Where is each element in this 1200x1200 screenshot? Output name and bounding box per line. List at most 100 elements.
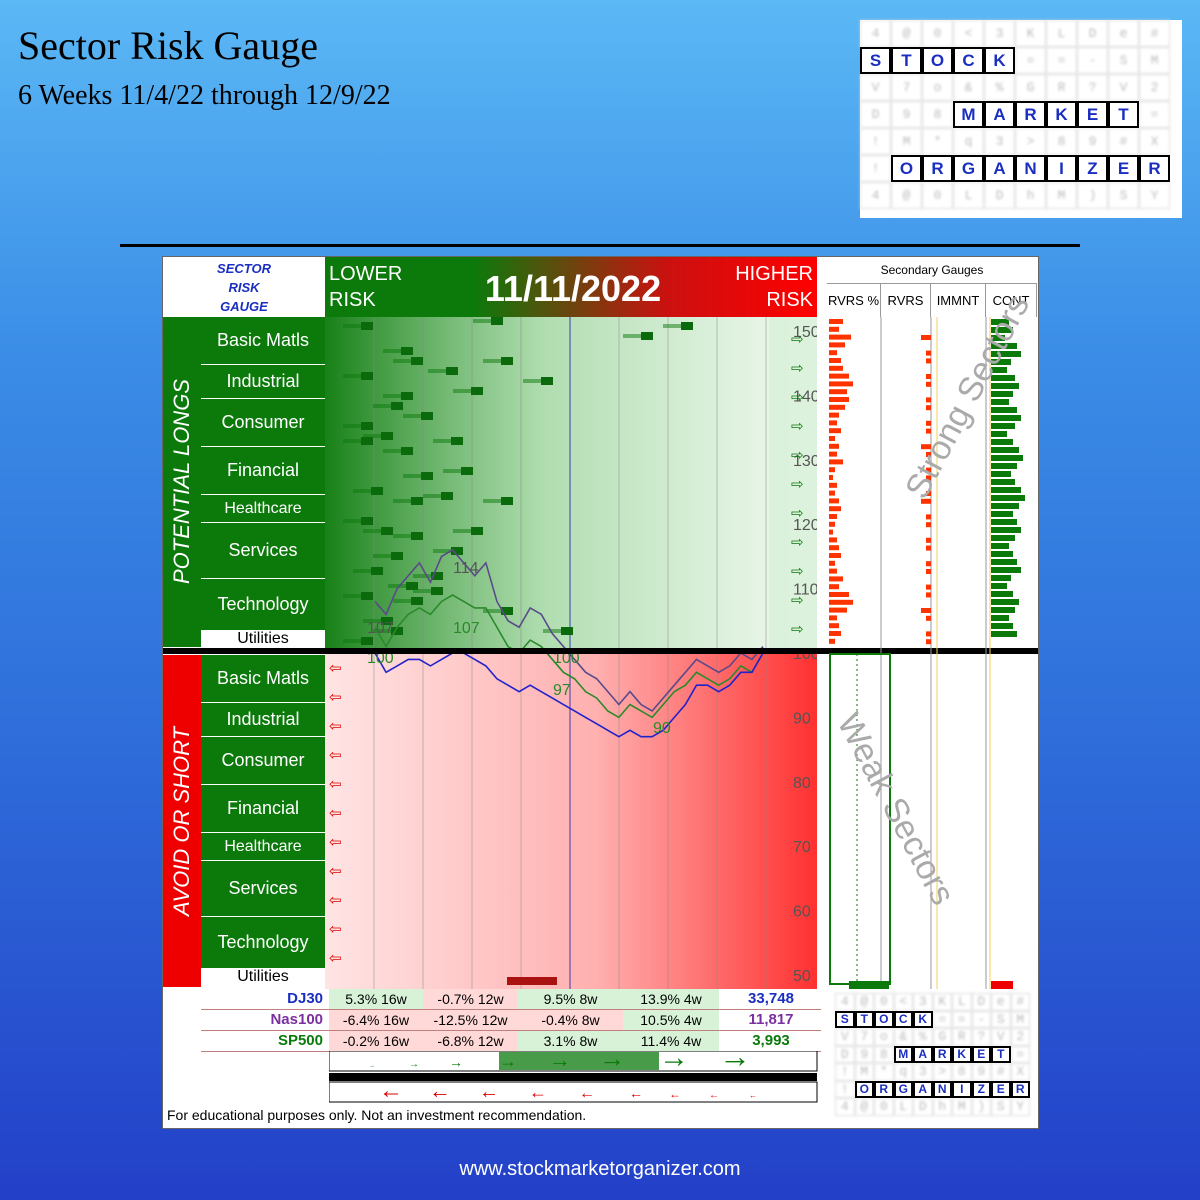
- y-tick-label: 70: [793, 839, 811, 856]
- sector-track: [393, 534, 415, 538]
- index-name: DJ30: [287, 990, 323, 1007]
- logo-letter: T: [991, 1045, 1011, 1063]
- cont-bar: [991, 471, 1011, 477]
- rvrs-pct-bar: [829, 498, 839, 504]
- cont-bar: [991, 359, 1011, 365]
- logo-letter: G: [893, 1080, 913, 1098]
- sector-track: [343, 639, 365, 643]
- y-tick-label: 50: [793, 968, 811, 985]
- logo-bg-glyph: 4: [835, 1098, 855, 1116]
- secondary-header-cont: CONT: [986, 283, 1037, 317]
- logo-bg-glyph: 0: [874, 993, 894, 1011]
- long-arrow-icon: ⇨: [791, 505, 804, 522]
- cont-bar: [991, 383, 1019, 389]
- disclaimer: For educational purposes only. Not an in…: [167, 1107, 587, 1123]
- row-divider: [201, 1030, 821, 1031]
- short-sector-industrial: Industrial: [201, 703, 325, 737]
- logo-bg-glyph: S: [991, 1098, 1011, 1116]
- rvrs-bar: [926, 537, 931, 543]
- cont-bar: [991, 495, 1025, 501]
- logo-bg-glyph: 8: [874, 1045, 894, 1063]
- logo-bg-glyph: R: [952, 1028, 972, 1046]
- index-change-cell: -6.4% 16w: [329, 1010, 423, 1031]
- long-sector-industrial: Industrial: [201, 365, 325, 399]
- sector-marker: [431, 572, 443, 580]
- midline: [163, 648, 1038, 654]
- sector-marker: [471, 387, 483, 395]
- rvrs-pct-bar: [829, 568, 837, 574]
- logo-bg-glyph: 7: [891, 74, 922, 101]
- sector-track: [413, 589, 435, 593]
- secondary-header-immnt: IMMNT: [931, 283, 986, 317]
- left-arrow-icon: ←: [579, 1085, 595, 1102]
- cont-bar: [991, 391, 1013, 397]
- sector-marker: [401, 347, 413, 355]
- rvrs-bar: [926, 420, 931, 426]
- cont-bar: [991, 351, 1021, 357]
- gauge-title-line: RISK: [228, 279, 260, 295]
- logo-letter: N: [932, 1080, 952, 1098]
- logo-letter: Z: [971, 1080, 991, 1098]
- sector-marker: [361, 592, 373, 600]
- logo-bg-glyph: K: [932, 993, 952, 1011]
- risk-chart: 5060708090100110120130140150⇨⇨⇨⇨⇨⇨⇨⇨⇨⇨⇨⇦…: [325, 317, 817, 989]
- rvrs-pct-bar: [829, 475, 833, 480]
- sector-marker: [401, 392, 413, 400]
- logo-letter: M: [893, 1045, 913, 1063]
- logo-bg-glyph: V: [991, 1028, 1011, 1046]
- logo-bg-glyph: D: [835, 1045, 855, 1063]
- logo-bg-glyph: G: [932, 1028, 952, 1046]
- logo-letter: E: [1108, 155, 1139, 182]
- long-arrow-icon: ⇨: [791, 360, 804, 377]
- long-sector-financial: Financial: [201, 447, 325, 495]
- logo-bg-glyph: q: [893, 1063, 913, 1081]
- logo-bg-glyph: h: [932, 1098, 952, 1116]
- logo-bg-glyph: 2: [1139, 74, 1170, 101]
- annotation-label: 97: [553, 682, 571, 699]
- sector-marker: [501, 607, 513, 615]
- rvrs-bar: [926, 569, 931, 574]
- long-arrow-icon: ⇨: [791, 389, 804, 406]
- short-arrow-icon: ⇦: [329, 863, 342, 880]
- logo-bg-glyph: M: [1010, 1010, 1030, 1028]
- index-change-cell: 13.9% 4w: [623, 989, 719, 1010]
- sector-track: [393, 359, 415, 363]
- logo-bg-glyph: V: [860, 74, 891, 101]
- cont-bar: [991, 415, 1021, 421]
- higher-risk-line: RISK: [766, 289, 813, 311]
- logo-letter: R: [1015, 101, 1046, 128]
- logo-letter: A: [984, 155, 1015, 182]
- sector-marker: [421, 472, 433, 480]
- cont-bar: [991, 503, 1019, 509]
- cont-bar: [991, 583, 1007, 589]
- rvrs-bar: [921, 608, 931, 613]
- sector-marker: [391, 552, 403, 560]
- index-name: SP500: [277, 1032, 323, 1049]
- left-arrow-icon: ←: [429, 1078, 451, 1103]
- sector-track: [403, 414, 425, 418]
- logo-bg-glyph: =: [1015, 47, 1046, 74]
- sector-track: [343, 374, 365, 378]
- sector-marker: [391, 627, 403, 635]
- gauge-title: SECTOR RISK GAUGE: [163, 257, 325, 317]
- logo-bg-glyph: M: [891, 128, 922, 155]
- rvrs-pct-bar: [829, 365, 843, 371]
- cont-bar: [991, 423, 1015, 429]
- logo-bg-glyph: @: [854, 1098, 874, 1116]
- sector-marker: [381, 432, 393, 440]
- logo-bg-glyph: =: [1010, 1045, 1030, 1063]
- sector-marker: [411, 532, 423, 540]
- sector-marker: [381, 617, 393, 625]
- logo-bg-glyph: =: [932, 1010, 952, 1028]
- logo-bg-glyph: K: [1015, 20, 1046, 47]
- long-sector-basic-matls: Basic Matls: [201, 317, 325, 365]
- logo-bg-glyph: L: [953, 182, 984, 209]
- short-sector-technology: Technology: [201, 917, 325, 969]
- sector-marker: [361, 422, 373, 430]
- cont-marker: [991, 981, 1013, 989]
- sector-track: [343, 324, 365, 328]
- long-sector-healthcare: Healthcare: [201, 495, 325, 523]
- secondary-header-rvrs: RVRS %: [827, 283, 881, 317]
- short-arrow-icon: ⇦: [329, 776, 342, 793]
- sector-marker: [371, 567, 383, 575]
